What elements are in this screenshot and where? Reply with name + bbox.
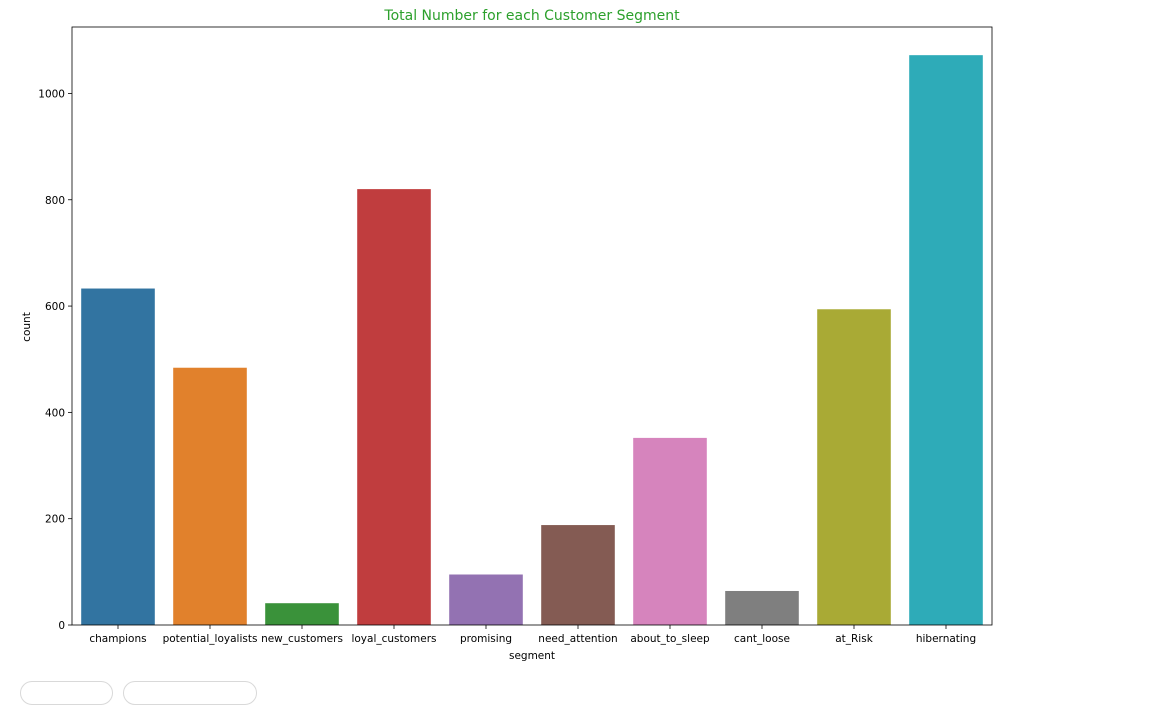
x-axis: champions potential_loyalists new_customer… <box>89 625 976 645</box>
x-tick-label: at_Risk <box>835 633 873 645</box>
x-tick-label: need_attention <box>538 633 617 645</box>
x-tick-label: loyal_customers <box>351 633 436 645</box>
y-axis: 0 200 400 600 800 1000 <box>38 88 72 632</box>
y-axis-label: count <box>21 312 33 342</box>
x-tick-label: hibernating <box>916 633 976 645</box>
y-tick-label: 600 <box>45 301 65 313</box>
x-tick-label: potential_loyalists <box>163 633 258 645</box>
bar-potential-loyalists <box>173 367 247 625</box>
bar-about-to-sleep <box>633 437 707 625</box>
bar-hibernating <box>909 55 983 626</box>
x-tick-label: champions <box>89 633 146 645</box>
plot-frame <box>71 26 993 626</box>
bar-champions <box>81 288 155 625</box>
bar-chart: Total Number for each Customer Segment 0… <box>21 8 993 662</box>
bar-promising <box>449 574 523 625</box>
bar-need-attention <box>541 525 615 625</box>
x-tick-label: about_to_sleep <box>630 633 710 645</box>
bar-new-customers <box>265 603 339 625</box>
y-tick-label: 400 <box>45 407 65 419</box>
y-tick-label: 1000 <box>38 88 65 100</box>
x-axis-label: segment <box>509 650 555 662</box>
bars-group <box>81 55 983 626</box>
chart-title: Total Number for each Customer Segment <box>383 8 680 24</box>
toolbar-button-1[interactable] <box>20 681 113 705</box>
bar-loyal-customers <box>357 189 431 625</box>
toolbar-button-2[interactable] <box>123 681 257 705</box>
bar-cant-loose <box>725 590 799 625</box>
y-tick-label: 200 <box>45 514 65 526</box>
x-tick-label: cant_loose <box>734 633 790 645</box>
y-tick-label: 0 <box>58 620 65 632</box>
y-tick-label: 800 <box>45 195 65 207</box>
x-tick-label: new_customers <box>261 633 343 645</box>
bar-at-risk <box>817 309 891 625</box>
x-tick-label: promising <box>460 633 512 645</box>
